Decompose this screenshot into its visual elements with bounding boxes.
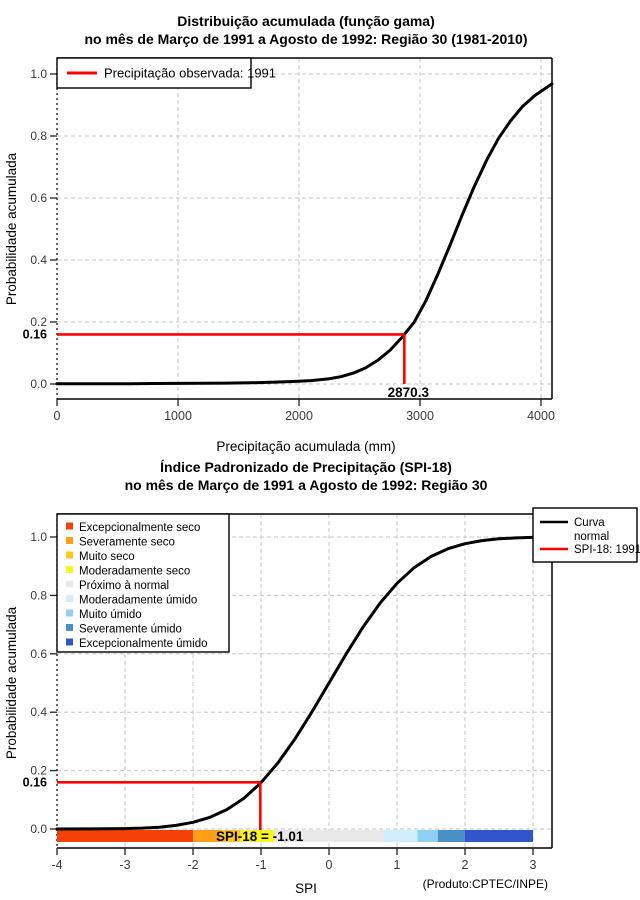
y-tick-label: 1.0: [30, 67, 47, 81]
chart-title: Distribuição acumulada (função gama): [177, 13, 435, 29]
x-tick-label: 4000: [527, 409, 555, 423]
x-tick-label: -1: [255, 858, 266, 872]
category-swatch: [66, 595, 73, 602]
category-swatch: [66, 609, 73, 617]
category-swatch: [66, 566, 73, 573]
spi-category-bar-segment: [437, 830, 465, 842]
x-axis-title: SPI: [295, 881, 317, 896]
curve-legend-label-1: Curva: [574, 517, 605, 529]
x-tick-label: -3: [119, 858, 130, 872]
spi-category-bar-segment: [274, 830, 384, 842]
product-credit: (Produto:CPTEC/INPE): [423, 877, 548, 891]
x-tick-label: -4: [51, 858, 62, 872]
spi-category-bar-segment: [193, 830, 221, 842]
spi-value-label: SPI-18 = -1.01: [216, 829, 304, 844]
spi-category-bar-segment: [240, 830, 275, 842]
probability-value-label: 0.16: [23, 327, 47, 341]
spi-category-bar-segment: [417, 830, 438, 842]
category-label: Muito úmido: [79, 609, 142, 621]
x-tick-label: 0: [54, 409, 61, 423]
y-tick-label: 0.4: [30, 253, 47, 267]
spi-category-bar-segment: [220, 830, 241, 842]
x-axis-title: Precipitação acumulada (mm): [216, 439, 395, 454]
x-tick-label: 1: [394, 858, 401, 872]
category-legend-box: [56, 513, 230, 653]
y-tick-label: 0.0: [30, 822, 47, 836]
spi-category-bar-segment: [57, 830, 193, 842]
chart-title: Índice Padronizado de Precipitação (SPI-…: [160, 459, 452, 475]
category-swatch: [66, 580, 73, 588]
precipitation-value-label: 2870.3: [388, 385, 430, 400]
chart-subtitle: no mês de Março de 1991 a Agosto de 1992…: [84, 31, 527, 47]
spi-category-bar-segment: [465, 830, 533, 842]
category-label: Excepcionalmente úmido: [79, 638, 208, 650]
category-label: Próximo à normal: [79, 580, 169, 592]
x-tick-label: 3000: [406, 409, 434, 423]
chart-subtitle: no mês de Março de 1991 a Agosto de 1992…: [125, 477, 488, 493]
y-axis-title: Probabilidade acumulada: [4, 152, 19, 305]
legend-item-label: Precipitação observada: 1991: [104, 66, 276, 81]
y-tick-label: 0.6: [30, 191, 47, 205]
y-tick-label: 0.8: [30, 588, 47, 602]
y-tick-label: 0.2: [30, 315, 47, 329]
y-tick-label: 0.0: [30, 377, 47, 391]
x-tick-label: -2: [187, 858, 198, 872]
category-label: Severamente seco: [79, 537, 175, 549]
y-tick-label: 0.2: [30, 764, 47, 778]
category-label: Moderadamente úmido: [79, 595, 197, 607]
x-tick-label: 0: [326, 858, 333, 872]
category-swatch: [66, 537, 73, 544]
y-tick-label: 0.8: [30, 129, 47, 143]
curve-legend-label-spi: SPI-18: 1991: [574, 544, 640, 556]
y-axis-title: Probabilidade acumulada: [4, 606, 19, 759]
y-tick-label: 1.0: [30, 530, 47, 544]
x-tick-label: 2000: [285, 409, 313, 423]
gamma-cdf-curve: [55, 82, 554, 386]
category-swatch: [66, 638, 73, 646]
curve-legend-label-2: normal: [574, 531, 609, 543]
y-tick-label: 0.4: [30, 705, 47, 719]
category-swatch: [66, 551, 73, 559]
category-label: Excepcionalmente seco: [79, 522, 200, 534]
x-tick-label: 2: [462, 858, 469, 872]
x-tick-label: 1000: [164, 409, 192, 423]
x-tick-label: 3: [530, 858, 537, 872]
normal-cdf-curve: [55, 535, 535, 831]
category-label: Muito seco: [79, 551, 135, 563]
y-tick-label: 0.6: [30, 647, 47, 661]
curve-legend-box: [532, 507, 638, 563]
spi-category-bar-segment: [383, 830, 418, 842]
category-label: Severamente úmido: [79, 624, 182, 636]
category-swatch: [66, 624, 73, 631]
probability-value-label: 0.16: [23, 775, 47, 789]
category-label: Moderadamente seco: [79, 566, 190, 578]
category-swatch: [66, 522, 73, 530]
